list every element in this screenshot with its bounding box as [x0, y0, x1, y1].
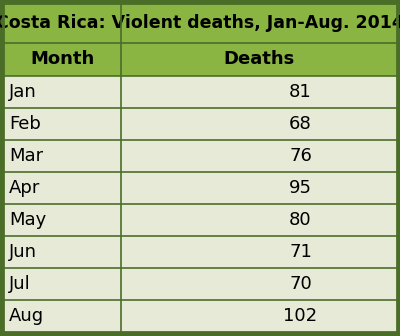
Bar	[3, 108, 121, 140]
Bar	[121, 76, 397, 108]
Bar	[3, 76, 121, 108]
Text: Month: Month	[30, 50, 94, 69]
Bar	[3, 268, 121, 300]
Text: 95: 95	[289, 179, 312, 197]
Bar	[121, 204, 397, 236]
Bar	[3, 43, 121, 76]
Text: Aug: Aug	[9, 307, 44, 325]
Bar	[121, 172, 397, 204]
Text: Jan: Jan	[9, 83, 37, 101]
Bar	[3, 236, 121, 268]
Text: Mar: Mar	[9, 147, 43, 165]
Bar	[121, 108, 397, 140]
Bar	[3, 172, 121, 204]
Text: 68: 68	[289, 115, 312, 133]
Text: Feb: Feb	[9, 115, 41, 133]
Bar	[3, 204, 121, 236]
Text: 81: 81	[289, 83, 312, 101]
Bar	[3, 140, 121, 172]
Text: 102: 102	[284, 307, 318, 325]
Bar	[121, 300, 397, 332]
Text: 70: 70	[289, 275, 312, 293]
Text: 71: 71	[289, 243, 312, 261]
Bar	[121, 43, 397, 76]
Bar	[3, 3, 397, 43]
Bar	[121, 268, 397, 300]
Bar	[3, 300, 121, 332]
Text: Deaths: Deaths	[224, 50, 295, 69]
Text: 76: 76	[289, 147, 312, 165]
Text: Apr: Apr	[9, 179, 40, 197]
Bar	[121, 140, 397, 172]
Text: May: May	[9, 211, 46, 229]
Bar	[121, 236, 397, 268]
Text: Jul: Jul	[9, 275, 31, 293]
Text: 80: 80	[289, 211, 312, 229]
Text: Costa Rica: Violent deaths, Jan-Aug. 2014: Costa Rica: Violent deaths, Jan-Aug. 201…	[0, 14, 400, 32]
Text: Jun: Jun	[9, 243, 37, 261]
